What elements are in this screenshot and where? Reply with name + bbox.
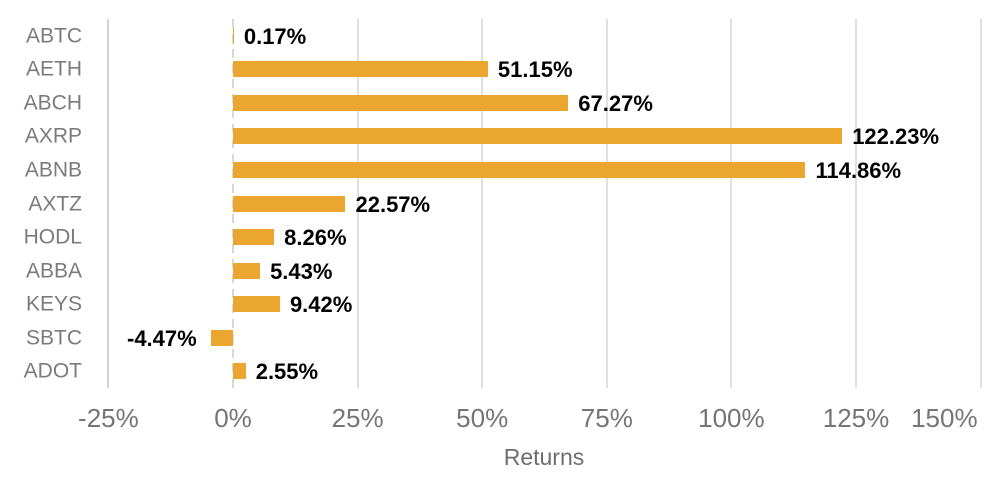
bar — [233, 27, 234, 44]
category-label: ADOT — [23, 359, 82, 383]
value-label: 22.57% — [355, 191, 431, 217]
category-label: AXRP — [24, 124, 82, 148]
value-label: 67.27% — [578, 90, 653, 116]
value-label: 9.42% — [289, 292, 353, 318]
value-label: 51.15% — [497, 57, 573, 83]
x-axis-title: Returns — [503, 444, 585, 470]
bar — [233, 229, 275, 246]
gridline — [730, 19, 733, 388]
bar — [233, 262, 261, 279]
category-label: KEYS — [25, 292, 82, 316]
bar — [210, 329, 233, 346]
bar — [233, 94, 569, 111]
bar — [233, 128, 843, 145]
gridline — [356, 19, 359, 388]
bar — [233, 61, 488, 78]
gridline — [855, 19, 857, 388]
x-tick-label: -25% — [78, 403, 139, 433]
bar — [233, 296, 280, 313]
category-label: AXTZ — [28, 192, 82, 215]
value-label: 8.26% — [284, 225, 347, 251]
value-label: 114.86% — [815, 157, 902, 183]
x-tick-label: 50% — [456, 403, 509, 433]
bar — [233, 363, 246, 380]
category-label: AETH — [25, 57, 82, 81]
gridline — [481, 19, 484, 388]
category-label: ABTC — [25, 24, 82, 48]
y-axis-line — [107, 19, 110, 388]
category-label: SBTC — [25, 326, 82, 350]
x-tick-label: 150% — [911, 403, 978, 433]
category-label: ABBA — [25, 259, 82, 283]
value-label: 5.43% — [270, 258, 333, 284]
category-label: ABNB — [24, 158, 82, 182]
value-label: 122.23% — [852, 124, 940, 150]
x-tick-label: 125% — [822, 403, 890, 433]
category-label: HODL — [23, 225, 82, 249]
bar — [233, 195, 346, 212]
x-tick-label: 75% — [580, 403, 633, 433]
gridline — [605, 19, 608, 388]
bar — [233, 161, 806, 178]
gridline — [979, 19, 982, 388]
value-label: 2.55% — [255, 359, 319, 385]
x-tick-label: 25% — [331, 403, 384, 433]
value-label: 0.17% — [243, 23, 307, 49]
x-tick-label: 100% — [698, 403, 765, 433]
x-tick-label: 0% — [214, 403, 252, 433]
category-label: ABCH — [23, 91, 82, 115]
value-label: -4.47% — [127, 325, 197, 351]
